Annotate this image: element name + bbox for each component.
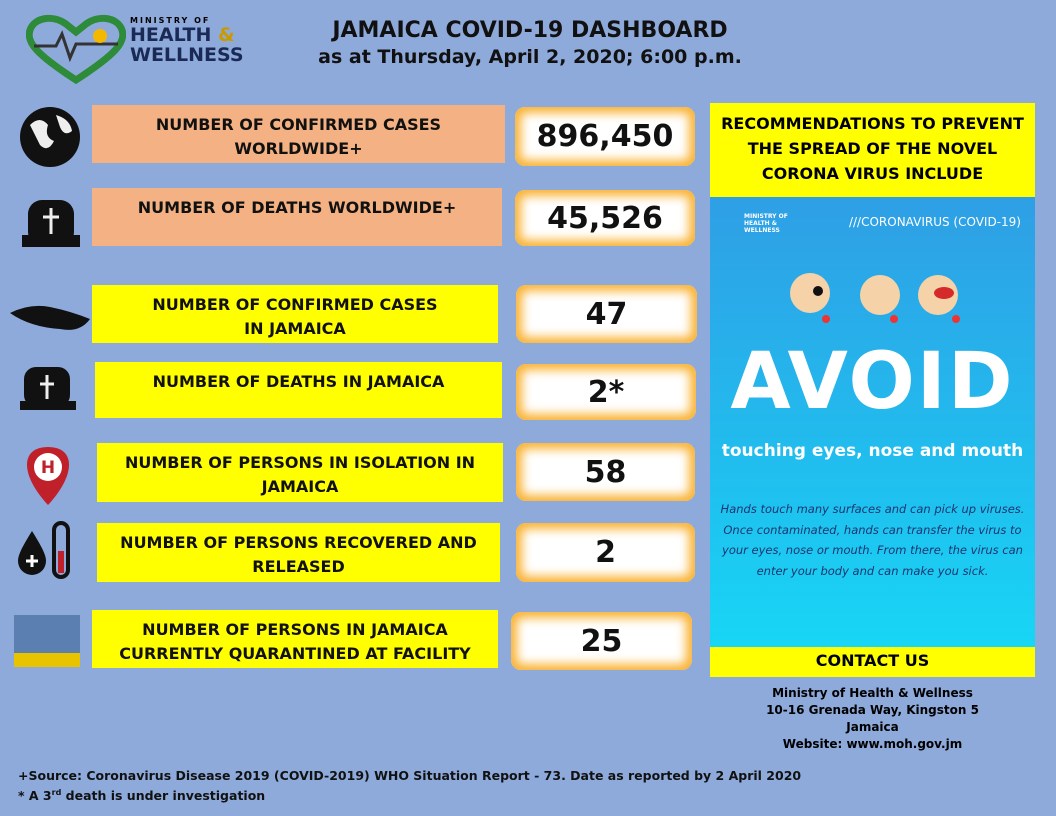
footnote: * A 3rd death is under investigation bbox=[18, 788, 265, 803]
stat-label-line: RELEASED bbox=[252, 557, 345, 576]
poster-headline: AVOID bbox=[730, 337, 1015, 427]
stat-value: 896,450 bbox=[515, 107, 695, 166]
logo-text: & bbox=[218, 24, 235, 46]
logo-text: MINISTRY OF bbox=[130, 16, 211, 25]
poster: MINISTRY OF HEALTH & WELLNESS ///CORONAVIR… bbox=[710, 197, 1035, 647]
stat-value: 2 bbox=[516, 523, 695, 582]
text-line: HEALTH & bbox=[744, 220, 778, 227]
stat-label-line: NUMBER OF CONFIRMED CASES bbox=[152, 295, 438, 314]
footnote-text: death is under investigation bbox=[61, 788, 266, 804]
stat-value: 47 bbox=[516, 285, 697, 343]
stat-label: NUMBER OF PERSONS IN ISOLATION IN JAMAICA bbox=[97, 443, 503, 502]
text-line: enter your body and can make you sick. bbox=[756, 563, 989, 578]
text-line: 10-16 Grenada Way, Kingston 5 bbox=[766, 703, 979, 717]
stat-label-line: NUMBER OF DEATHS WORLDWIDE+ bbox=[137, 198, 457, 217]
svg-text:H: H bbox=[41, 458, 55, 478]
stat-label: NUMBER OF CONFIRMED CASES WORLDWIDE+ bbox=[92, 105, 505, 163]
poster-icons bbox=[790, 273, 960, 323]
poster-body: Hands touch many surfaces and can pick u… bbox=[710, 499, 1035, 581]
recommendations-heading: RECOMMENDATIONS TO PREVENT THE SPREAD OF … bbox=[710, 103, 1035, 197]
stat-label: NUMBER OF PERSONS IN JAMAICA CURRENTLY QU… bbox=[92, 610, 498, 668]
text-line: Once contaminated, hands can transfer th… bbox=[723, 522, 1022, 537]
stat-label-line: CURRENTLY QUARANTINED AT FACILITY bbox=[119, 644, 471, 663]
subtitle: as at Thursday, April 2, 2020; 6:00 p.m. bbox=[318, 46, 742, 68]
stat-label-line: WORLDWIDE+ bbox=[234, 139, 363, 158]
logo-text: HEALTH & bbox=[130, 24, 235, 46]
stat-label: NUMBER OF CONFIRMED CASES IN JAMAICA bbox=[92, 285, 498, 343]
text-line: WELLNESS bbox=[744, 227, 780, 234]
contact: Ministry of Health & Wellness 10-16 Grena… bbox=[710, 685, 1035, 753]
stat-label-line: IN JAMAICA bbox=[244, 319, 346, 338]
text-line: Hands touch many surfaces and can pick u… bbox=[720, 502, 1025, 516]
text-line: RECOMMENDATIONS TO PREVENT bbox=[721, 114, 1024, 133]
text-line: your eyes, nose or mouth. From there, th… bbox=[722, 543, 1023, 557]
text-line: THE SPREAD OF THE NOVEL bbox=[747, 139, 998, 158]
text-line: CORONA VIRUS INCLUDE bbox=[761, 164, 984, 183]
text-line: MINISTRY OF bbox=[744, 213, 788, 220]
stat-label-line: NUMBER OF DEATHS IN JAMAICA bbox=[152, 372, 445, 391]
logo-text: HEALTH bbox=[130, 24, 212, 46]
logo-heart bbox=[26, 14, 126, 84]
stat-value: 58 bbox=[516, 443, 695, 501]
stat-label: NUMBER OF DEATHS WORLDWIDE+ bbox=[92, 188, 502, 246]
logo-text: WELLNESS bbox=[130, 44, 244, 66]
text-line: Jamaica bbox=[846, 720, 899, 734]
stat-label: NUMBER OF PERSONS RECOVERED AND RELEASED bbox=[97, 523, 500, 582]
source-note: +Source: Coronavirus Disease 2019 (COVID… bbox=[18, 768, 802, 783]
poster-logo: MINISTRY OF HEALTH & WELLNESS bbox=[744, 213, 788, 234]
poster-tag: ///CORONAVIRUS (COVID-19) bbox=[848, 215, 1021, 229]
stat-label-line: NUMBER OF CONFIRMED CASES bbox=[155, 115, 442, 134]
footnote-text: * A 3 bbox=[18, 788, 52, 804]
stat-value: 25 bbox=[511, 612, 692, 670]
stat-label-line: NUMBER OF PERSONS RECOVERED AND bbox=[120, 533, 477, 552]
stat-label: NUMBER OF DEATHS IN JAMAICA bbox=[95, 362, 502, 418]
stat-label-line: NUMBER OF PERSONS IN ISOLATION IN bbox=[124, 453, 476, 472]
text-line: Website: www.moh.gov.jm bbox=[782, 737, 963, 751]
stat-label-line: NUMBER OF PERSONS IN JAMAICA bbox=[142, 620, 448, 639]
icons: H bbox=[10, 107, 90, 667]
poster-subhead: touching eyes, nose and mouth bbox=[721, 441, 1024, 461]
text-line: Ministry of Health & Wellness bbox=[772, 686, 973, 700]
title: JAMAICA COVID-19 DASHBOARD bbox=[332, 18, 728, 43]
stat-value: 2* bbox=[516, 364, 696, 420]
stat-value: 45,526 bbox=[515, 190, 695, 246]
stat-label-line: JAMAICA bbox=[261, 477, 339, 496]
footnote-sup: rd bbox=[51, 788, 62, 797]
contact-heading: CONTACT US bbox=[710, 647, 1035, 677]
